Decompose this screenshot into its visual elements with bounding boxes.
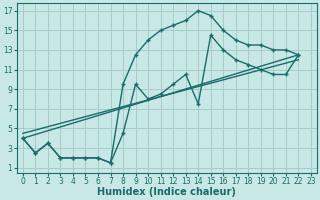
X-axis label: Humidex (Indice chaleur): Humidex (Indice chaleur) (98, 187, 236, 197)
